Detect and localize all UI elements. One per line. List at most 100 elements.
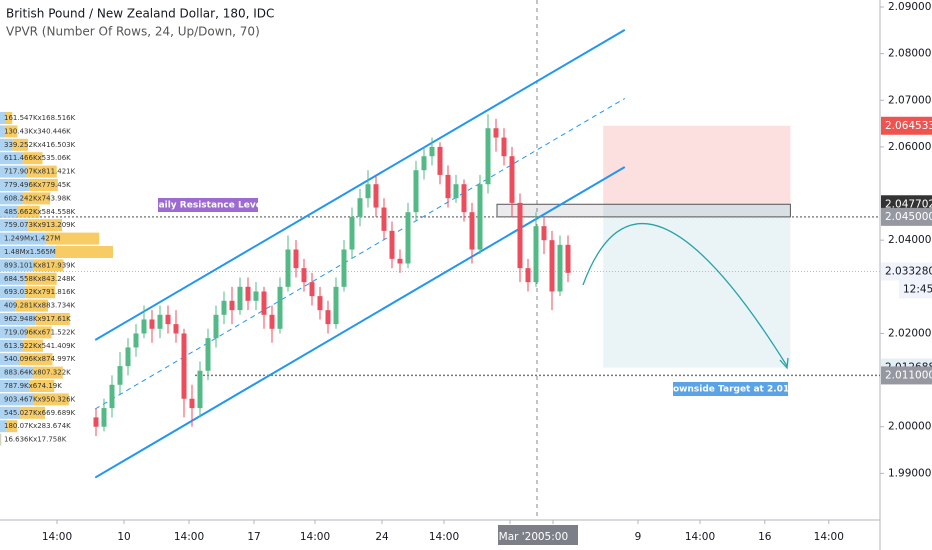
vp-label: 883.64Kx807.322K	[4, 369, 71, 377]
candle-body	[533, 226, 539, 283]
candle-body	[469, 212, 475, 250]
vp-label: 693.032Kx791.816K	[4, 288, 76, 296]
candle-body	[117, 366, 123, 385]
vp-up	[0, 366, 33, 379]
candle-body	[333, 286, 339, 325]
candle-body	[301, 268, 307, 283]
resistance-box	[496, 203, 791, 218]
countdown: 12:45	[903, 284, 932, 296]
vp-up	[0, 420, 7, 433]
candle-body	[525, 268, 531, 283]
vp-down	[6, 420, 18, 433]
candle-body	[293, 249, 299, 269]
vp-up	[0, 433, 1, 446]
candle-body	[517, 202, 523, 269]
x-tick-label: 14:00	[685, 531, 715, 543]
candle-body	[285, 249, 291, 287]
candle-body	[149, 319, 155, 329]
vp-up	[0, 299, 16, 312]
candle-body	[325, 310, 331, 325]
vp-up	[0, 406, 21, 419]
price-label: 2.047702	[885, 198, 932, 210]
vp-label: 779.496Kx779.45K	[4, 181, 71, 189]
candle-body	[93, 417, 99, 427]
y-tick-label: 2.000000	[888, 421, 932, 433]
vp-label: 130.43Kx340.446K	[4, 127, 71, 135]
x-tick-label: 14:00	[429, 531, 459, 543]
annotation-box	[673, 382, 788, 396]
countdown-box	[899, 280, 932, 299]
candle-body	[317, 296, 323, 311]
candle-body	[413, 170, 419, 213]
vp-down	[33, 393, 69, 406]
x-tick-label: 17	[247, 531, 260, 543]
vp-label: 409.281Kx883.734K	[4, 302, 76, 310]
candle-body	[141, 319, 147, 334]
vp-label: 180.07Kx283.674K	[4, 422, 71, 430]
vp-up	[0, 393, 34, 406]
candle-body	[165, 314, 171, 325]
candle-body	[213, 314, 219, 339]
vp-label: 903.467Kx950.326K	[4, 395, 76, 403]
vp-label: 613.922Kx541.409K	[4, 342, 76, 350]
price-label: 2.045000	[885, 211, 932, 223]
annotation: Daily Resistance Level	[151, 201, 265, 211]
vp-label: 485.662Kx584.558K	[4, 208, 76, 216]
candle-body	[365, 184, 371, 199]
vp-up	[0, 259, 34, 272]
x-tick-label: 14:00	[174, 531, 204, 543]
channel-lower	[94, 166, 626, 479]
vp-label: 161.547Kx168.516K	[4, 114, 76, 122]
vp-up	[0, 286, 26, 299]
vp-up	[0, 125, 5, 138]
candle-body	[565, 244, 571, 273]
vp-up	[0, 339, 23, 352]
projection-arc	[582, 222, 788, 367]
candle-body	[125, 347, 131, 367]
x-tick-label: 03 Mar '20	[482, 531, 538, 543]
vp-up	[0, 179, 29, 191]
plot: 161.547Kx168.516K 130.43Kx340.446K 339.252…	[0, 28, 880, 479]
vp-label: 540.096Kx874.997K	[4, 355, 76, 363]
x-tick-label: 9	[635, 531, 642, 543]
candle-body	[341, 249, 347, 287]
candle-body	[501, 137, 507, 157]
vp-label: 893.101Kx817.939K	[4, 261, 76, 269]
candle-body	[197, 370, 203, 409]
x-tick-label: 05:00	[538, 531, 568, 543]
vp-label: 1.48Mx1.565M	[4, 248, 56, 256]
target-zone	[603, 204, 791, 368]
vp-up	[0, 112, 6, 124]
candle-body	[173, 324, 179, 334]
candle-body	[485, 128, 491, 185]
vp-up	[0, 138, 13, 151]
candle-body	[405, 212, 411, 264]
annotation-box	[158, 198, 258, 212]
candle-body	[109, 384, 115, 409]
vp-up	[0, 219, 29, 232]
vp-label: 787.9Kx674.19K	[4, 382, 62, 390]
x-tick-label: 10	[117, 531, 130, 543]
vp-down	[26, 326, 52, 339]
candle-body	[429, 146, 435, 157]
candle-body	[549, 240, 555, 292]
vp-down	[15, 299, 48, 312]
vp-up	[0, 313, 36, 325]
candle-body	[389, 230, 395, 259]
vp-label: 1.249Mx1.427M	[4, 235, 60, 243]
price-label-box	[881, 116, 932, 135]
candle-body	[181, 333, 187, 399]
vp-label: 962.948Kx917.61K	[4, 315, 71, 323]
annotation: Downside Target at 2.011	[666, 385, 796, 395]
vp-up	[0, 205, 19, 218]
candle-body	[493, 128, 499, 138]
x-tick-label: 16	[758, 531, 772, 543]
x-tick-label: 14:00	[300, 531, 330, 543]
candle-body	[453, 184, 459, 199]
y-tick-label: 2.090000	[888, 1, 932, 13]
vp-label: 608.242Kx743.98K	[4, 194, 71, 202]
vp-down	[54, 246, 113, 258]
candle-body	[421, 156, 427, 171]
candle-body	[277, 286, 283, 329]
